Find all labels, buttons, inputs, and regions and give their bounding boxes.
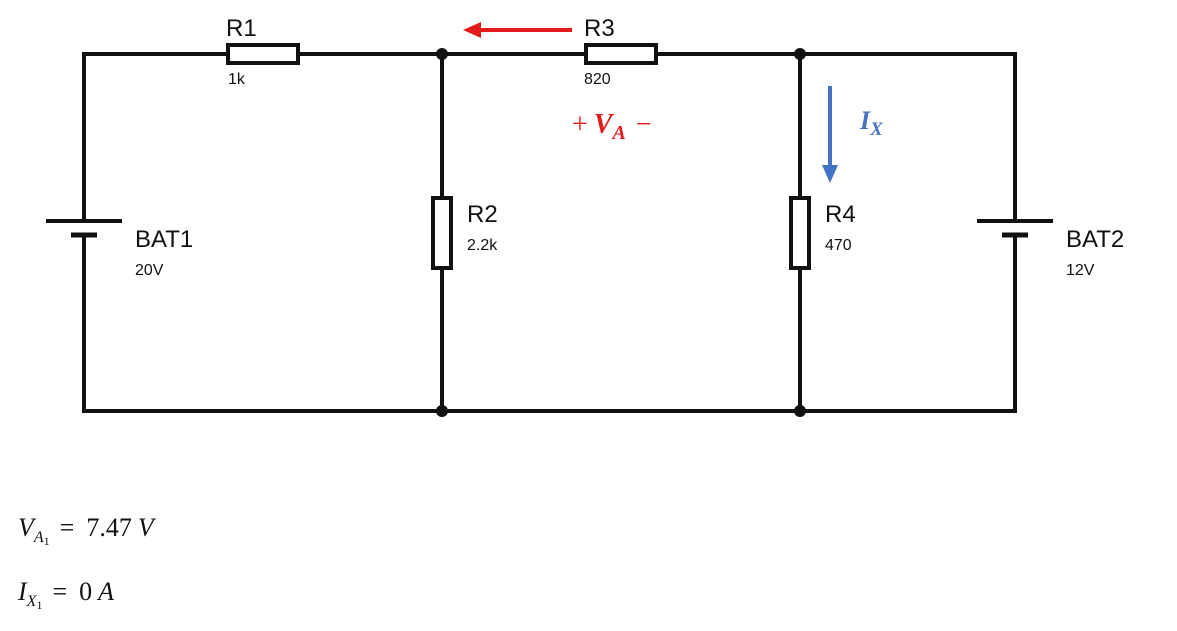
junction-dot [794,405,806,417]
r3-value: 820 [584,71,611,88]
bat2-value: 12V [1066,262,1095,279]
r4-label: R4 [825,201,856,228]
resistor-r2 [433,198,451,268]
junction-dot [436,48,448,60]
r4-value: 470 [825,237,852,254]
battery-bat2 [977,221,1053,235]
blue-arrow-icon [822,86,838,183]
bat2-label: BAT2 [1066,226,1124,253]
circuit-diagram: R1 1k R3 820 R2 2.2k R4 470 BAT1 20V BAT… [0,0,1177,470]
bat1-value: 20V [135,262,164,279]
va-sub: A [610,122,625,144]
result-ix-unit: A [98,577,114,606]
ix-annotation: IX [859,106,884,140]
result-ix-symbol: I [18,577,27,606]
result-va-sub: A [34,529,44,546]
result-va-subsub: 1 [44,534,50,548]
r1-label: R1 [226,15,257,42]
wires [84,54,1015,411]
result-ix: IX1 = 0 A [18,577,114,613]
result-va-unit: V [138,513,154,542]
r3-label: R3 [584,15,615,42]
result-ix-subsub: 1 [36,598,42,612]
r1-value: 1k [228,71,246,88]
va-annotation: + VA − [572,109,652,144]
result-va: VA1 = 7.47 V [18,513,154,549]
va-plus: + [572,109,588,140]
result-ix-sub: X [27,593,37,610]
junction-dot [436,405,448,417]
battery-bat1 [46,221,122,235]
result-ix-value: 0 [79,577,92,606]
resistor-r4 [791,198,809,268]
va-minus: − [636,109,652,140]
bat1-label: BAT1 [135,226,193,253]
result-va-equals: = [60,513,75,542]
result-ix-equals: = [52,577,67,606]
r2-label: R2 [467,201,498,228]
junction-dot [794,48,806,60]
result-va-symbol: V [18,513,34,542]
resistor-r3 [586,45,656,63]
resistor-r1 [228,45,298,63]
result-va-value: 7.47 [86,513,132,542]
r2-value: 2.2k [467,237,498,254]
red-arrow-icon [463,22,572,38]
ix-sub: X [869,119,884,140]
